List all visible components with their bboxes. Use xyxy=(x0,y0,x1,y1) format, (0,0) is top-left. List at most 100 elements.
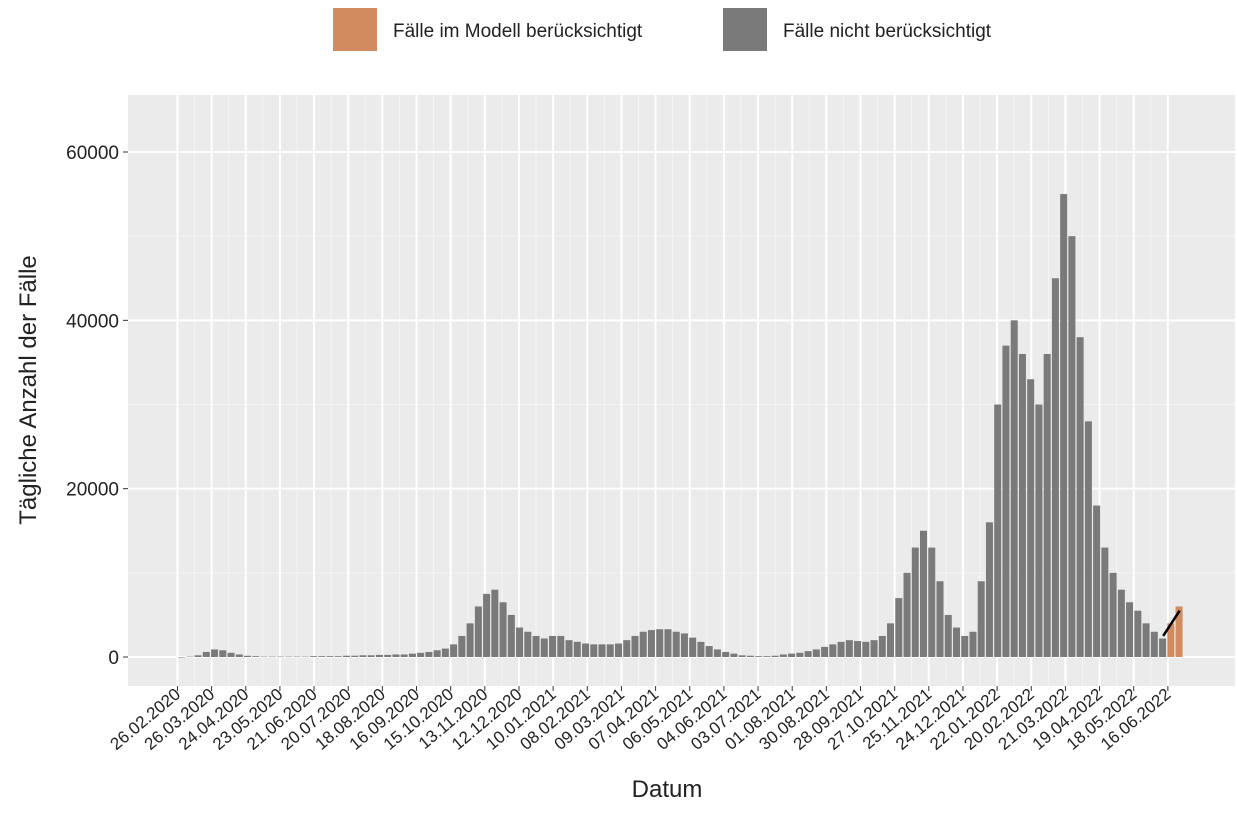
bar xyxy=(384,654,392,658)
bar xyxy=(235,654,243,658)
bar xyxy=(870,640,878,658)
bar xyxy=(598,644,606,658)
bar xyxy=(985,522,993,658)
bar xyxy=(540,638,548,658)
bar xyxy=(1134,610,1142,658)
bar xyxy=(507,614,515,658)
y-tick-label: 60000 xyxy=(66,143,119,164)
bar xyxy=(895,598,903,658)
bar xyxy=(1093,505,1101,658)
bar xyxy=(1002,345,1010,658)
bar xyxy=(994,404,1002,658)
bar xyxy=(1159,638,1167,658)
bar xyxy=(944,614,952,658)
bar xyxy=(969,631,977,658)
bar xyxy=(334,656,342,658)
bar xyxy=(878,635,886,658)
bar xyxy=(211,649,219,658)
bar xyxy=(672,631,680,658)
bar xyxy=(623,640,631,658)
bar xyxy=(920,530,928,658)
bar xyxy=(392,654,400,658)
bar xyxy=(887,623,895,658)
bar xyxy=(532,635,540,658)
bar xyxy=(1084,421,1092,658)
bar xyxy=(309,656,317,658)
legend-swatch xyxy=(723,8,767,51)
bar xyxy=(326,656,334,658)
bar xyxy=(400,654,408,658)
bar xyxy=(458,635,466,658)
bar xyxy=(285,656,293,658)
bar xyxy=(186,656,194,658)
bar xyxy=(417,652,425,658)
bar xyxy=(441,648,449,658)
bar xyxy=(854,641,862,658)
bar xyxy=(821,646,829,658)
bar xyxy=(450,644,458,658)
bar xyxy=(771,655,779,658)
y-tick-label: 0 xyxy=(108,648,119,669)
bar xyxy=(928,547,936,658)
bar xyxy=(499,602,507,658)
bar xyxy=(1076,337,1084,658)
bar xyxy=(680,633,688,658)
bar xyxy=(425,651,433,658)
bar xyxy=(219,650,227,658)
bar xyxy=(318,656,326,658)
bar xyxy=(730,653,738,658)
bar xyxy=(1035,404,1043,658)
bar xyxy=(1018,354,1026,658)
bar xyxy=(466,623,474,658)
bar xyxy=(664,629,672,658)
bar xyxy=(359,655,367,658)
bar xyxy=(268,656,276,658)
legend-swatch xyxy=(333,8,377,51)
bar xyxy=(1167,623,1175,658)
bar xyxy=(722,651,730,658)
bar xyxy=(1109,572,1117,658)
bar xyxy=(1150,631,1158,658)
bar xyxy=(1101,547,1109,658)
bar xyxy=(342,655,350,658)
bar xyxy=(812,649,820,658)
bar xyxy=(763,656,771,658)
bar xyxy=(631,635,639,658)
bar xyxy=(227,652,235,658)
y-tick-label: 40000 xyxy=(66,311,119,332)
bar xyxy=(1142,623,1150,658)
bar xyxy=(952,627,960,658)
legend-label: Fälle nicht berücksichtigt xyxy=(783,21,992,42)
legend-label: Fälle im Modell berücksichtigt xyxy=(393,21,643,42)
bar xyxy=(862,641,870,658)
bar xyxy=(590,644,598,658)
bar xyxy=(301,656,309,658)
y-axis-title: Tägliche Anzahl der Fälle xyxy=(15,255,42,524)
bar xyxy=(516,627,524,658)
bar xyxy=(1175,606,1183,658)
bar xyxy=(367,655,375,658)
bar xyxy=(293,656,301,658)
bar xyxy=(656,629,664,658)
bar xyxy=(1043,354,1051,658)
bar xyxy=(606,644,614,658)
x-axis-title: Datum xyxy=(632,776,703,803)
bar xyxy=(911,547,919,658)
bar xyxy=(202,651,210,658)
bar xyxy=(375,654,383,658)
bar xyxy=(961,635,969,658)
bar xyxy=(697,641,705,658)
bar xyxy=(614,643,622,658)
bar xyxy=(1010,320,1018,658)
bar xyxy=(351,655,359,658)
y-tick-label: 20000 xyxy=(66,480,119,501)
bar xyxy=(647,630,655,658)
bar xyxy=(1117,589,1125,658)
bar xyxy=(178,657,186,658)
bar xyxy=(845,640,853,658)
bar xyxy=(755,656,763,658)
bar xyxy=(713,649,721,658)
bar xyxy=(903,572,911,658)
